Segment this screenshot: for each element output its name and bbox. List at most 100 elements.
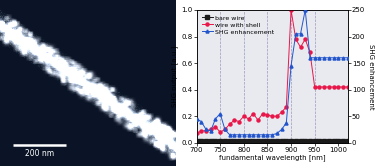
wire with shell	[298, 46, 303, 48]
wire with shell	[204, 130, 208, 132]
wire with shell	[308, 51, 312, 53]
bare wire	[331, 140, 336, 142]
wire with shell	[199, 130, 203, 132]
SHG enhancement	[331, 57, 336, 59]
bare wire	[298, 140, 303, 142]
SHG enhancement	[227, 134, 232, 136]
wire with shell	[194, 132, 199, 134]
SHG enhancement	[322, 57, 326, 59]
SHG enhancement	[274, 132, 279, 134]
SHG enhancement	[194, 118, 199, 120]
SHG enhancement	[312, 57, 317, 59]
Line: wire with shell: wire with shell	[195, 8, 349, 135]
SHG enhancement	[303, 9, 307, 11]
bare wire	[194, 140, 199, 142]
bare wire	[218, 140, 222, 142]
SHG enhancement	[242, 134, 246, 136]
SHG enhancement	[208, 130, 213, 132]
SHG enhancement	[284, 122, 289, 124]
bare wire	[317, 140, 322, 142]
wire with shell	[312, 86, 317, 88]
bare wire	[345, 140, 350, 142]
Y-axis label: SHG output [a.u.]: SHG output [a.u.]	[172, 46, 178, 107]
Line: SHG enhancement: SHG enhancement	[195, 8, 349, 136]
SHG enhancement	[213, 118, 218, 120]
bare wire	[289, 140, 293, 142]
wire with shell	[322, 86, 326, 88]
SHG enhancement	[237, 134, 241, 136]
bare wire	[208, 140, 213, 142]
SHG enhancement	[345, 57, 350, 59]
wire with shell	[237, 121, 241, 123]
SHG enhancement	[336, 57, 341, 59]
Text: 200 nm: 200 nm	[25, 150, 54, 159]
wire with shell	[218, 131, 222, 133]
SHG enhancement	[256, 134, 260, 136]
wire with shell	[265, 114, 270, 116]
SHG enhancement	[317, 57, 322, 59]
SHG enhancement	[232, 134, 237, 136]
wire with shell	[336, 86, 341, 88]
wire with shell	[256, 119, 260, 121]
bare wire	[260, 140, 265, 142]
wire with shell	[242, 115, 246, 117]
SHG enhancement	[251, 134, 256, 136]
wire with shell	[279, 111, 284, 113]
wire with shell	[270, 115, 274, 117]
wire with shell	[284, 106, 289, 108]
bare wire	[327, 140, 331, 142]
wire with shell	[227, 123, 232, 125]
SHG enhancement	[265, 134, 270, 136]
bare wire	[341, 140, 345, 142]
bare wire	[232, 140, 237, 142]
bare wire	[237, 140, 241, 142]
bare wire	[308, 140, 312, 142]
SHG enhancement	[293, 33, 298, 35]
wire with shell	[274, 115, 279, 117]
wire with shell	[223, 128, 227, 130]
SHG enhancement	[308, 57, 312, 59]
X-axis label: fundamental wavelength [nm]: fundamental wavelength [nm]	[219, 154, 325, 161]
wire with shell	[317, 86, 322, 88]
wire with shell	[327, 86, 331, 88]
bare wire	[251, 140, 256, 142]
SHG enhancement	[270, 134, 274, 136]
bare wire	[303, 140, 307, 142]
bare wire	[242, 140, 246, 142]
wire with shell	[251, 113, 256, 115]
bare wire	[322, 140, 326, 142]
wire with shell	[232, 119, 237, 121]
bare wire	[256, 140, 260, 142]
bare wire	[199, 140, 203, 142]
wire with shell	[213, 126, 218, 128]
bare wire	[284, 140, 289, 142]
SHG enhancement	[327, 57, 331, 59]
wire with shell	[303, 38, 307, 40]
wire with shell	[289, 9, 293, 11]
Y-axis label: SHG enhancement: SHG enhancement	[368, 43, 374, 109]
SHG enhancement	[289, 65, 293, 67]
SHG enhancement	[246, 134, 251, 136]
wire with shell	[345, 86, 350, 88]
bare wire	[270, 140, 274, 142]
bare wire	[279, 140, 284, 142]
wire with shell	[208, 128, 213, 130]
Legend: bare wire, wire with shell, SHG enhancement: bare wire, wire with shell, SHG enhancem…	[200, 13, 276, 37]
bare wire	[227, 140, 232, 142]
bare wire	[274, 140, 279, 142]
bare wire	[336, 140, 341, 142]
SHG enhancement	[298, 33, 303, 35]
bare wire	[213, 140, 218, 142]
wire with shell	[246, 118, 251, 120]
SHG enhancement	[223, 128, 227, 130]
wire with shell	[293, 38, 298, 40]
bare wire	[312, 140, 317, 142]
SHG enhancement	[218, 113, 222, 115]
bare wire	[204, 140, 208, 142]
SHG enhancement	[199, 121, 203, 123]
wire with shell	[331, 86, 336, 88]
SHG enhancement	[341, 57, 345, 59]
wire with shell	[260, 113, 265, 115]
SHG enhancement	[260, 134, 265, 136]
bare wire	[265, 140, 270, 142]
